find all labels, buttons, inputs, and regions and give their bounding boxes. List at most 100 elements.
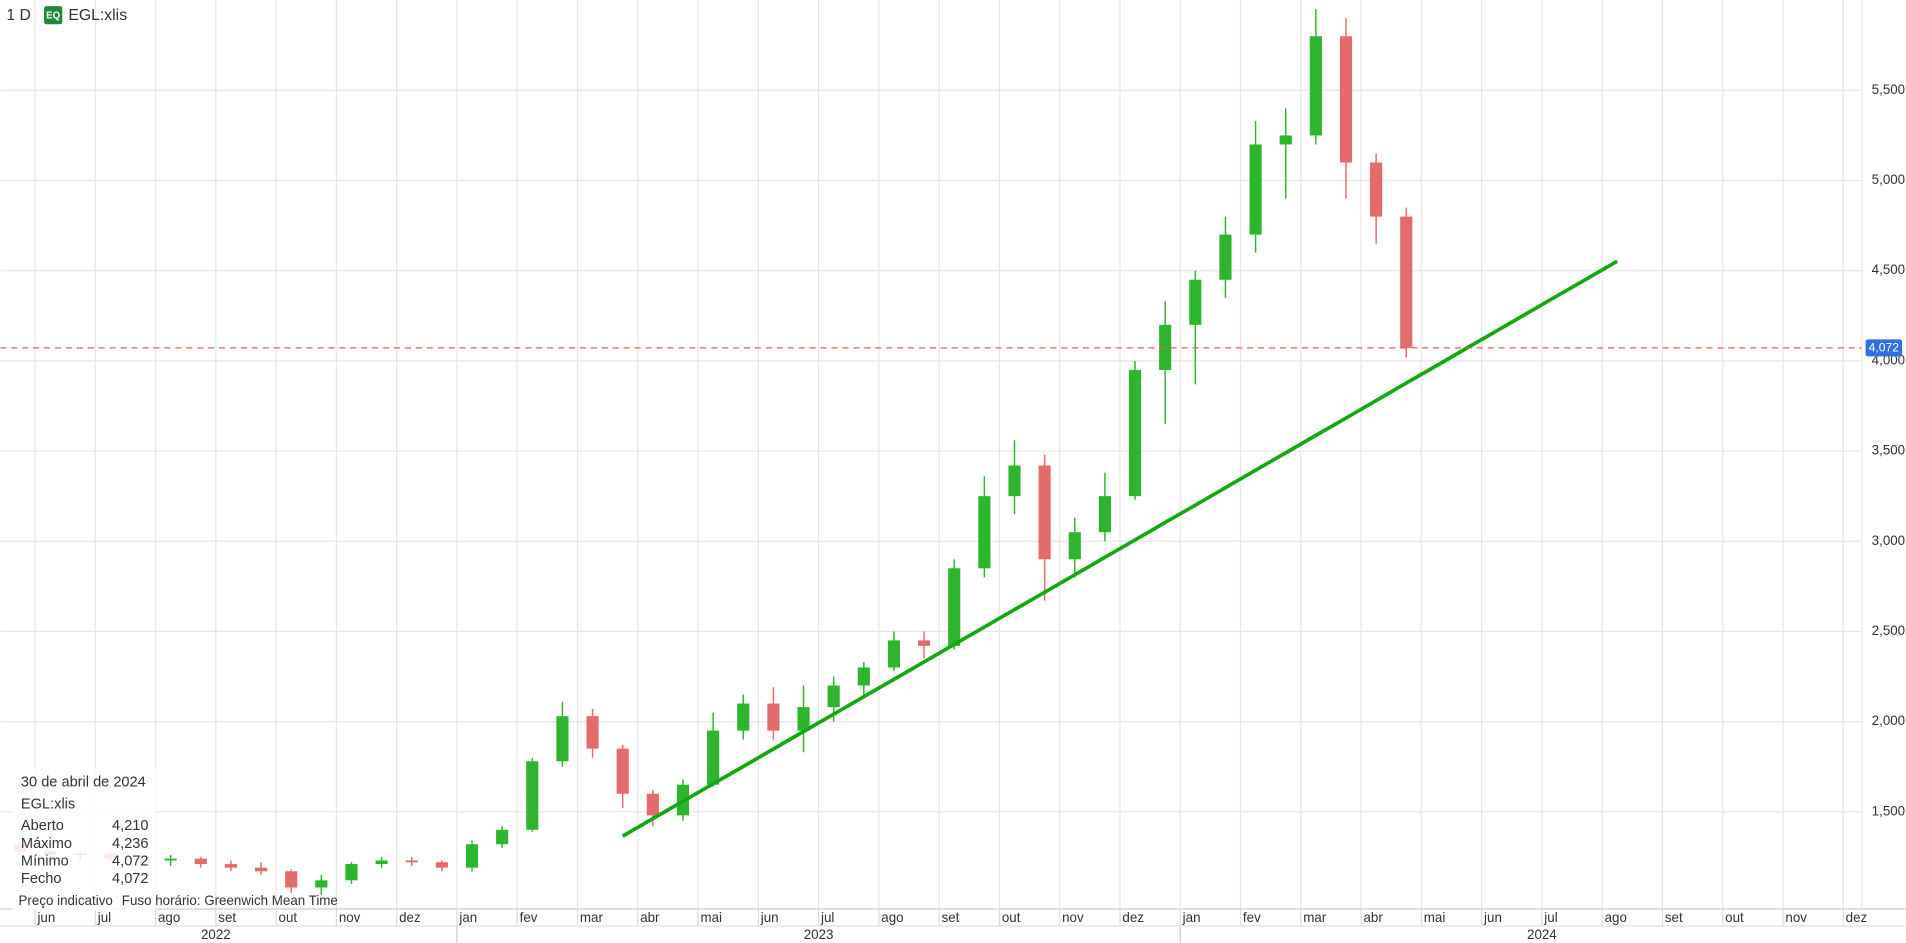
y-tick-label: 2,500 xyxy=(1872,623,1905,638)
x-tick-label: jun xyxy=(36,910,55,925)
candle-body xyxy=(254,867,268,872)
x-tick-label: abr xyxy=(1363,910,1383,925)
candle-body xyxy=(1370,162,1383,217)
x-tick-label: ago xyxy=(158,910,180,925)
x-tick-label: nov xyxy=(1785,910,1807,925)
candle-body xyxy=(616,748,629,794)
candle-body xyxy=(526,761,539,830)
candle-body xyxy=(1038,465,1051,560)
x-tick-label: abr xyxy=(640,910,660,925)
info-footer: Preço indicativo xyxy=(19,893,113,908)
candle-body xyxy=(737,703,750,731)
candle-body xyxy=(1098,496,1111,533)
info-value: 4,072 xyxy=(112,853,148,869)
candle-body xyxy=(164,858,177,861)
info-label: Mínimo xyxy=(21,853,69,869)
interval: 1 D xyxy=(6,7,31,24)
y-tick-label: 5,500 xyxy=(1872,82,1905,97)
y-tick-label: 3,500 xyxy=(1872,443,1905,458)
y-tick-label: 1,500 xyxy=(1872,803,1905,818)
header: 1 D EQ EGL:xlis xyxy=(6,6,127,25)
x-tick-label: out xyxy=(1002,910,1021,925)
info-value: 4,072 xyxy=(112,871,148,887)
candle-body xyxy=(375,860,388,865)
x-tick-label: set xyxy=(942,910,960,925)
info-label: Fecho xyxy=(21,871,62,887)
x-tick-label: ago xyxy=(881,910,903,925)
candle-body xyxy=(285,871,298,888)
info-footer: Fuso horário: Greenwich Mean Time xyxy=(122,893,338,908)
x-tick-label: nov xyxy=(339,910,361,925)
candle-body xyxy=(1339,36,1353,163)
info-bg xyxy=(12,769,156,911)
x-tick-label: mar xyxy=(580,910,604,925)
candle-body xyxy=(405,860,418,863)
x-tick-label: mai xyxy=(700,910,722,925)
x-tick-label: jan xyxy=(1182,910,1201,925)
info-date: 30 de abril de 2024 xyxy=(21,774,146,790)
info-label: Máximo xyxy=(21,836,72,852)
candle-body xyxy=(1249,144,1262,235)
badge-bg xyxy=(44,6,63,25)
x-tick-label: jul xyxy=(820,910,834,925)
candle-body xyxy=(224,864,238,868)
x-tick-label: dez xyxy=(1122,910,1144,925)
info-panel: 30 de abril de 2024 EGL:xlis Preço indic… xyxy=(12,769,338,911)
x-tick-label: jun xyxy=(760,910,779,925)
candle-body xyxy=(556,716,569,762)
candle-body xyxy=(1309,36,1322,136)
candle-body xyxy=(1128,369,1142,497)
x-tick-label: dez xyxy=(399,910,421,925)
x-tick-label: out xyxy=(279,910,298,925)
candle-body xyxy=(315,880,328,888)
candle-body xyxy=(1279,135,1292,145)
x-tick-label: set xyxy=(1665,910,1683,925)
x-tick-label: nov xyxy=(1062,910,1084,925)
y-tick-label: 2,000 xyxy=(1872,713,1905,728)
year-label: 2023 xyxy=(804,927,834,942)
candle-body xyxy=(707,730,720,785)
candle-body xyxy=(978,496,991,569)
x-tick-label: out xyxy=(1725,910,1744,925)
year-label: 2022 xyxy=(201,927,231,942)
info-label: Aberto xyxy=(21,818,64,834)
x-tick-label: mar xyxy=(1303,910,1327,925)
candle-body xyxy=(496,829,509,845)
x-tick-label: mai xyxy=(1424,910,1446,925)
x-tick-label: jul xyxy=(1543,910,1557,925)
x-tick-label: jul xyxy=(97,910,111,925)
candle-body xyxy=(465,844,479,868)
last-price-label: 4,072 xyxy=(1869,341,1900,355)
candle-body xyxy=(646,793,659,816)
candle-body xyxy=(918,640,931,646)
candle-body xyxy=(1219,234,1232,280)
axes: 1,5002,0002,5003,0003,5004,0004,5005,000… xyxy=(34,82,1905,943)
grid xyxy=(0,0,1862,909)
candle-body xyxy=(1068,532,1081,560)
info-value: 4,210 xyxy=(112,818,148,834)
candle-body xyxy=(948,568,961,646)
x-tick-label: set xyxy=(218,910,236,925)
candle-body xyxy=(586,716,599,749)
candle-body xyxy=(435,862,448,868)
plot-area xyxy=(0,9,1862,895)
x-tick-label: ago xyxy=(1605,910,1627,925)
x-tick-label: jan xyxy=(458,910,477,925)
candle-body xyxy=(857,667,870,686)
info-symbol: EGL:xlis xyxy=(21,796,75,812)
symbol: EGL:xlis xyxy=(68,7,127,24)
candle-body xyxy=(797,707,810,731)
y-tick-label: 3,000 xyxy=(1872,533,1905,548)
last-price-badge xyxy=(1865,339,1903,357)
year-label: 2024 xyxy=(1527,927,1557,942)
candle-body xyxy=(1400,216,1413,348)
candle-body xyxy=(1189,279,1202,325)
candle-body xyxy=(1008,465,1021,497)
candle-body xyxy=(194,858,207,865)
info-value: 4,236 xyxy=(112,836,148,852)
x-tick-label: jun xyxy=(1483,910,1502,925)
y-tick-label: 4,500 xyxy=(1872,262,1905,277)
x-tick-label: fev xyxy=(1243,910,1261,925)
